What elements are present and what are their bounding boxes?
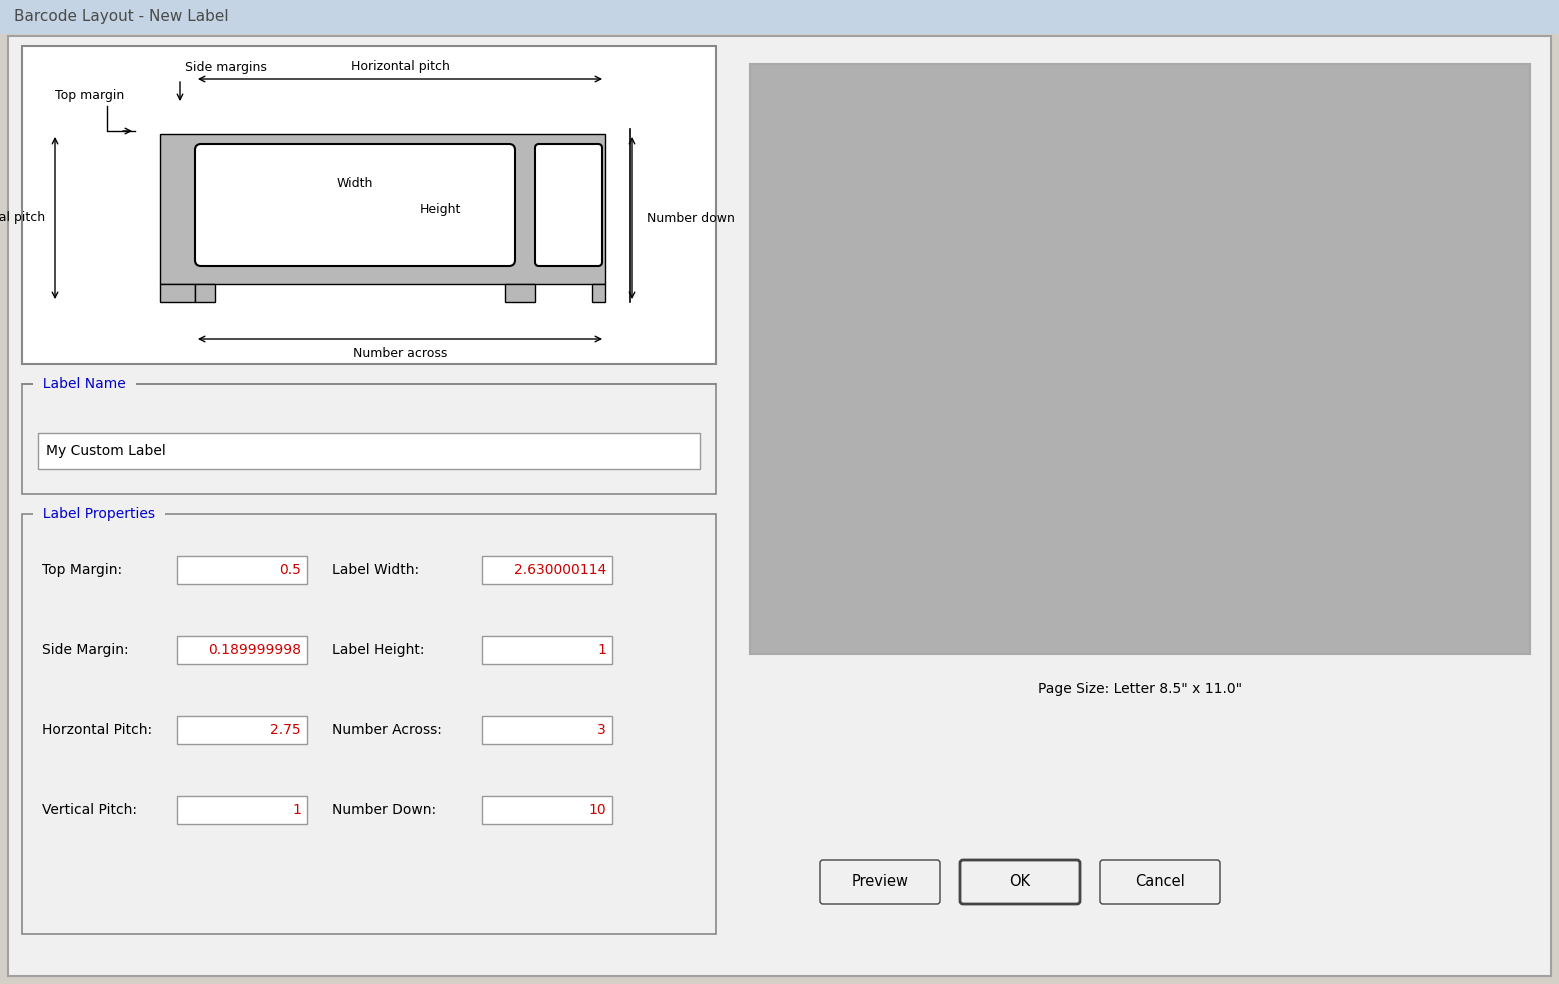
Bar — [22, 384, 716, 494]
Text: 3: 3 — [597, 723, 606, 737]
Bar — [22, 514, 716, 934]
Bar — [482, 796, 613, 824]
Text: Label Height:: Label Height: — [332, 643, 424, 657]
Text: OK: OK — [1009, 875, 1030, 890]
Bar — [482, 636, 613, 664]
Text: Height: Height — [419, 204, 461, 216]
Text: 10: 10 — [588, 803, 606, 817]
Text: Horzontal Pitch:: Horzontal Pitch: — [42, 723, 153, 737]
Text: Label Properties: Label Properties — [34, 507, 164, 521]
Text: Barcode Layout - New Label: Barcode Layout - New Label — [14, 10, 229, 25]
Text: Preview: Preview — [851, 875, 909, 890]
Bar — [750, 64, 1529, 654]
Text: Top margin: Top margin — [55, 89, 125, 102]
Text: 0.189999998: 0.189999998 — [207, 643, 301, 657]
FancyBboxPatch shape — [820, 860, 940, 904]
Bar — [178, 556, 307, 584]
Text: Page Size: Letter 8.5" x 11.0": Page Size: Letter 8.5" x 11.0" — [1038, 682, 1243, 696]
Bar — [592, 284, 605, 302]
Bar — [195, 284, 215, 302]
Bar — [178, 716, 307, 744]
Text: 1: 1 — [597, 643, 606, 657]
Bar — [161, 284, 195, 302]
Text: Number down: Number down — [647, 212, 734, 224]
Text: Label Name: Label Name — [34, 377, 134, 391]
Text: Width: Width — [337, 177, 373, 190]
Text: Top Margin:: Top Margin: — [42, 563, 122, 577]
Text: Vertical pitch: Vertical pitch — [0, 212, 45, 224]
Text: 2.630000114: 2.630000114 — [514, 563, 606, 577]
Bar — [37, 433, 700, 469]
Text: Number Across:: Number Across: — [332, 723, 441, 737]
Text: Cancel: Cancel — [1135, 875, 1185, 890]
Bar — [161, 134, 605, 284]
Text: Side margins: Side margins — [186, 61, 267, 74]
Text: Number Down:: Number Down: — [332, 803, 437, 817]
Text: Vertical Pitch:: Vertical Pitch: — [42, 803, 137, 817]
Bar — [0, 0, 1559, 34]
Bar — [482, 716, 613, 744]
Bar — [505, 284, 535, 302]
Text: Side Margin:: Side Margin: — [42, 643, 129, 657]
FancyBboxPatch shape — [1101, 860, 1221, 904]
Text: Label Width:: Label Width: — [332, 563, 419, 577]
Text: Horizontal pitch: Horizontal pitch — [351, 60, 449, 73]
Text: Number across: Number across — [352, 347, 447, 360]
Text: 0.5: 0.5 — [279, 563, 301, 577]
Text: My Custom Label: My Custom Label — [47, 444, 165, 458]
Text: 1: 1 — [292, 803, 301, 817]
Bar — [22, 46, 716, 364]
Bar — [178, 636, 307, 664]
Text: 2.75: 2.75 — [270, 723, 301, 737]
FancyBboxPatch shape — [535, 144, 602, 266]
FancyBboxPatch shape — [195, 144, 514, 266]
Bar — [482, 556, 613, 584]
FancyBboxPatch shape — [960, 860, 1080, 904]
Bar — [178, 796, 307, 824]
